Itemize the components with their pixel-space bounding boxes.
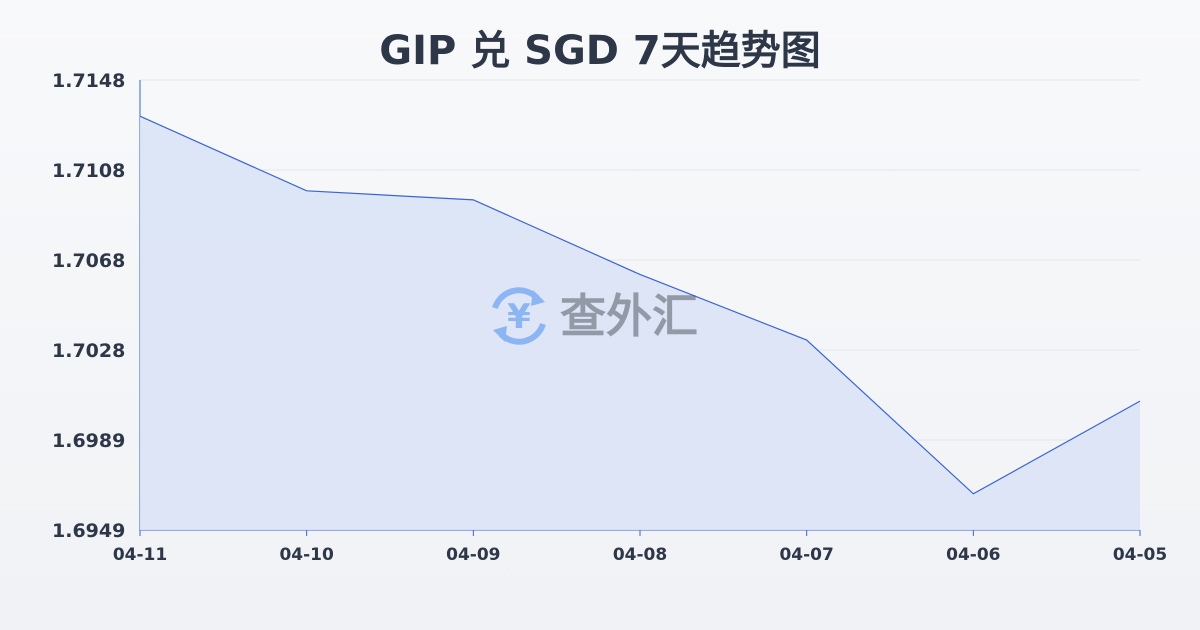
x-tick-label: 04-10	[279, 545, 334, 565]
y-tick-label: 1.7148	[52, 70, 125, 92]
y-tick-label: 1.7108	[52, 160, 125, 182]
series-line	[139, 115, 1141, 495]
y-tick-label: 1.7028	[52, 340, 125, 362]
x-tick-label: 04-05	[1113, 545, 1167, 565]
chart-title: GIP 兑 SGD 7天趋势图	[379, 28, 821, 74]
yen-exchange-icon: ¥	[492, 287, 546, 345]
y-tick-label: 1.7068	[52, 250, 125, 272]
x-tick-label: 04-11	[113, 545, 167, 565]
area-fill	[140, 116, 1140, 530]
y-tick-label: 1.6949	[52, 520, 125, 542]
x-tick-label: 04-06	[946, 545, 1000, 565]
x-tick-label: 04-07	[779, 545, 833, 565]
x-tick-label: 04-09	[446, 545, 500, 565]
watermark-text: 查外汇	[560, 289, 698, 343]
svg-text:¥: ¥	[507, 297, 531, 337]
x-tick-label: 04-08	[613, 545, 667, 565]
y-tick-label: 1.6989	[52, 430, 125, 452]
watermark: ¥ 查外汇	[492, 287, 698, 345]
